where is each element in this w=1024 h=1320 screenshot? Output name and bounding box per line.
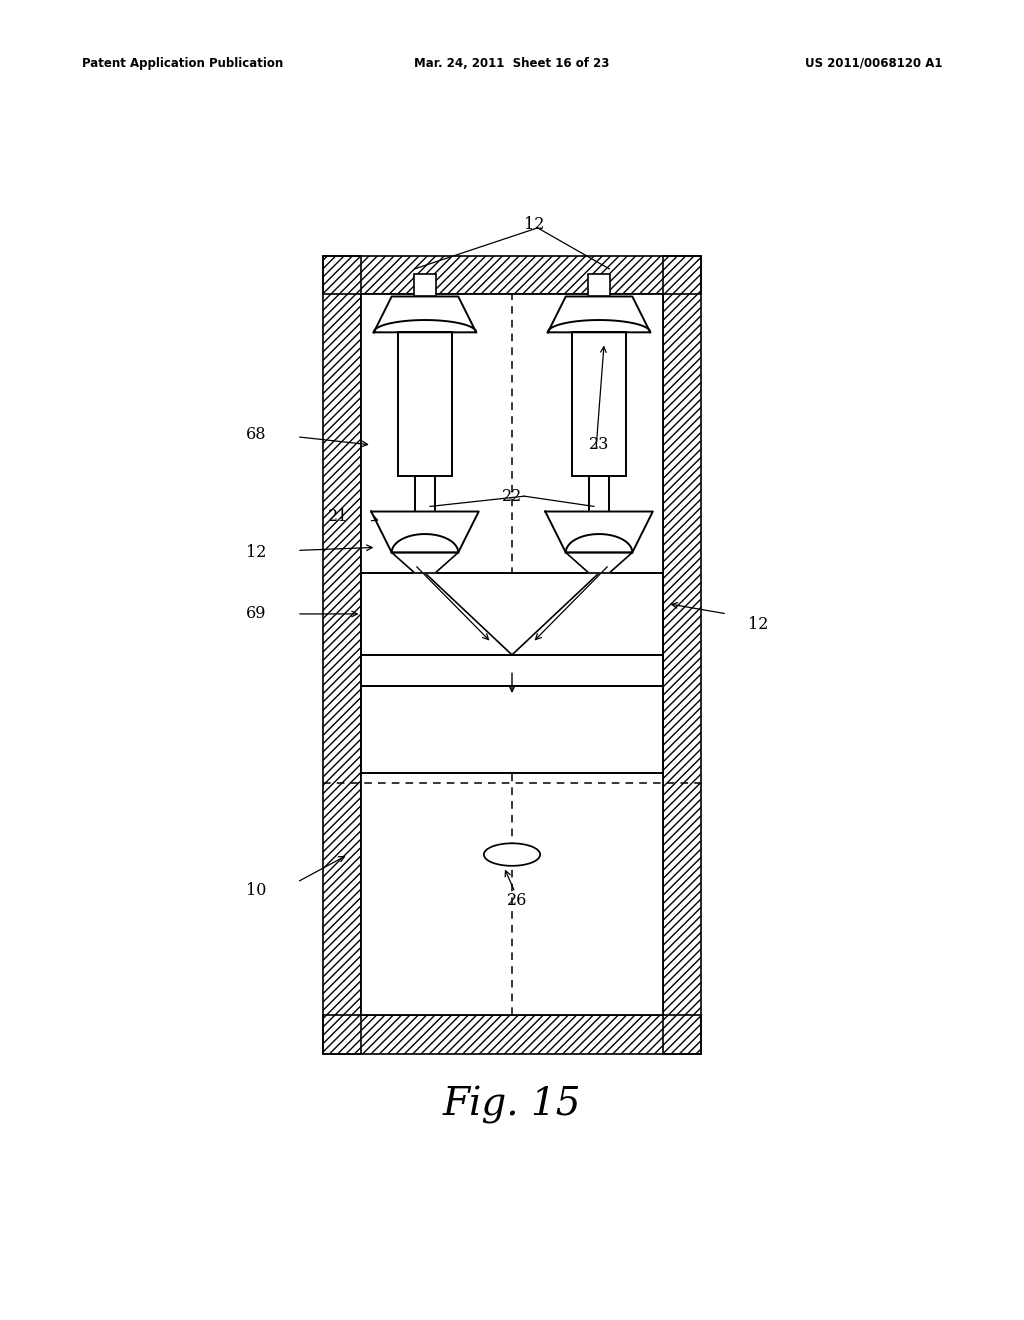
Bar bbox=[323, 256, 361, 1055]
Text: US 2011/0068120 A1: US 2011/0068120 A1 bbox=[805, 57, 942, 70]
Bar bbox=[323, 256, 701, 294]
Bar bbox=[361, 573, 663, 655]
Text: Patent Application Publication: Patent Application Publication bbox=[82, 57, 284, 70]
Text: 26: 26 bbox=[507, 892, 527, 909]
Bar bbox=[415, 554, 435, 573]
Bar bbox=[588, 275, 610, 297]
Text: 12: 12 bbox=[748, 615, 768, 632]
Bar bbox=[361, 294, 663, 1015]
Text: Mar. 24, 2011  Sheet 16 of 23: Mar. 24, 2011 Sheet 16 of 23 bbox=[415, 57, 609, 70]
Bar bbox=[361, 685, 663, 772]
Text: 69: 69 bbox=[246, 606, 266, 623]
Bar bbox=[663, 256, 701, 1055]
Text: 23: 23 bbox=[589, 437, 609, 454]
Polygon shape bbox=[545, 512, 653, 553]
Text: 12: 12 bbox=[524, 216, 545, 234]
Bar bbox=[361, 294, 663, 1015]
Bar bbox=[398, 333, 452, 475]
Bar bbox=[323, 256, 701, 1055]
Polygon shape bbox=[565, 553, 632, 573]
Text: 68: 68 bbox=[246, 426, 266, 444]
Bar bbox=[589, 554, 609, 573]
Bar bbox=[323, 256, 701, 294]
Polygon shape bbox=[371, 512, 478, 553]
Text: 12: 12 bbox=[246, 544, 266, 561]
Text: 22: 22 bbox=[502, 487, 522, 504]
Polygon shape bbox=[548, 297, 650, 333]
Bar bbox=[323, 1015, 701, 1055]
Bar bbox=[323, 1015, 701, 1055]
Ellipse shape bbox=[483, 843, 541, 866]
Bar bbox=[415, 475, 435, 512]
Bar bbox=[572, 333, 626, 475]
Text: 10: 10 bbox=[246, 882, 266, 899]
Text: Fig. 15: Fig. 15 bbox=[442, 1086, 582, 1125]
Polygon shape bbox=[391, 553, 459, 573]
Bar bbox=[589, 475, 609, 512]
Bar bbox=[414, 275, 436, 297]
Bar bbox=[323, 256, 361, 1055]
Polygon shape bbox=[374, 297, 476, 333]
Bar bbox=[663, 256, 701, 1055]
Bar bbox=[361, 655, 663, 685]
Text: 21: 21 bbox=[328, 508, 348, 525]
